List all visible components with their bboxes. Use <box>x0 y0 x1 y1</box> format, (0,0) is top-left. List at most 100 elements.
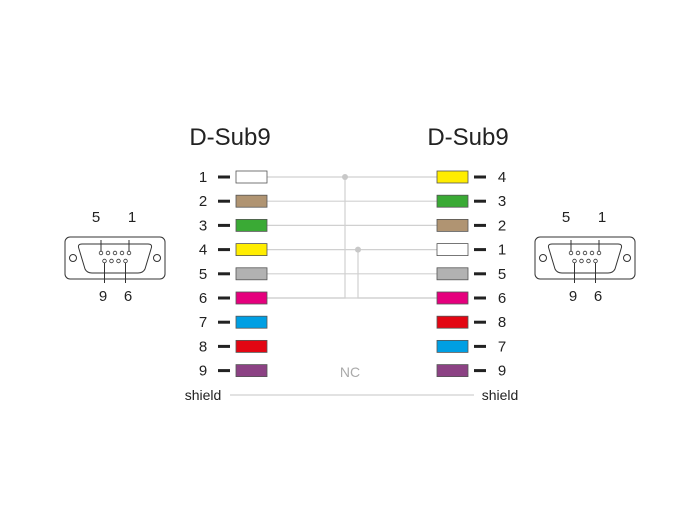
pin-dash <box>218 272 230 276</box>
wire-color-swatch <box>235 194 268 208</box>
pin-number: 8 <box>199 338 207 355</box>
wire-color-swatch <box>436 291 469 305</box>
pin-hole <box>593 258 598 264</box>
left-pin-row: 4 <box>199 242 268 259</box>
bridge-wire-right <box>357 249 437 299</box>
pin-number: 6 <box>498 290 506 307</box>
pin-number: 8 <box>498 314 506 331</box>
pin-dash <box>218 223 230 227</box>
nc-label: NC <box>340 364 360 380</box>
pin-number: 5 <box>498 266 506 283</box>
pin-hole <box>105 250 111 256</box>
wires <box>267 174 437 299</box>
wire-color-swatch <box>235 218 268 232</box>
connector-pin-label: 5 <box>92 209 100 226</box>
wire-color-swatch <box>235 364 268 378</box>
pin-dash <box>218 296 230 300</box>
pin-dash <box>218 199 230 203</box>
pin-hole <box>572 258 577 264</box>
right-shield-label: shield <box>482 387 519 403</box>
pin-number: 6 <box>199 290 207 307</box>
pin-number: 7 <box>498 338 506 355</box>
pin-number: 9 <box>199 363 207 380</box>
pin-hole <box>112 250 118 256</box>
pin-number: 3 <box>199 217 207 234</box>
connector-pin-label: 6 <box>124 288 132 305</box>
pin-number: 3 <box>498 193 506 210</box>
pin-hole <box>586 258 591 264</box>
screw-hole-icon <box>539 254 547 262</box>
junction-dot <box>342 174 348 180</box>
right-pin-row: 7 <box>436 338 506 355</box>
pin-number: 1 <box>199 169 207 186</box>
junction-dot <box>355 246 361 253</box>
wire-color-swatch <box>436 315 469 329</box>
left-pin-row: 1 <box>199 169 268 186</box>
connector-pin-label: 9 <box>569 288 577 305</box>
pin-rows: 1 2 3 4 5 6 7 8 9 4 3 2 1 5 6 8 7 9 <box>199 169 506 380</box>
right-pin-row: 1 <box>436 242 506 259</box>
wire-color-swatch <box>436 364 469 378</box>
pin-dash <box>474 248 486 252</box>
pin-dash <box>474 272 486 276</box>
pin-hole <box>582 250 588 256</box>
right-pin-row: 9 <box>436 363 506 380</box>
right-pin-row: 3 <box>436 193 506 210</box>
pin-dash <box>218 320 230 324</box>
connector-pin-label: 1 <box>128 209 136 226</box>
wire-color-swatch <box>235 339 268 353</box>
left-pin-row: 8 <box>199 338 268 355</box>
pin-dash <box>474 369 486 373</box>
pin-number: 5 <box>199 266 207 283</box>
pin-hole <box>123 258 128 264</box>
left-dsub9-connector-icon: 5 1 9 6 <box>64 209 166 305</box>
pin-hole <box>589 250 595 256</box>
pin-number: 2 <box>498 217 506 234</box>
right-title: D-Sub9 <box>427 124 508 151</box>
pin-hole <box>116 258 121 264</box>
screw-hole-icon <box>153 254 161 262</box>
left-pin-row: 2 <box>199 193 268 210</box>
wire-color-swatch <box>436 170 469 184</box>
screw-hole-icon <box>623 254 631 262</box>
pin-dash <box>474 344 486 348</box>
left-pin-row: 7 <box>199 314 268 331</box>
pin-dash <box>218 344 230 348</box>
connector-pin-label: 1 <box>598 209 606 226</box>
connector-face <box>547 243 623 274</box>
left-title: D-Sub9 <box>189 124 270 151</box>
pin-dash <box>474 223 486 227</box>
pin-hole <box>119 250 125 256</box>
pin-dash <box>474 199 486 203</box>
right-pin-row: 8 <box>436 314 506 331</box>
left-pin-row: 9 <box>199 363 268 380</box>
pin-hole <box>102 258 107 264</box>
pin-dash <box>218 369 230 373</box>
pin-dash <box>218 175 230 179</box>
right-pin-row: 5 <box>436 266 506 283</box>
pin-hole <box>109 258 114 264</box>
right-pin-row: 6 <box>436 290 506 307</box>
right-pin-row: 4 <box>436 169 506 186</box>
pin-number: 1 <box>498 242 506 259</box>
left-pin-row: 6 <box>199 290 268 307</box>
connector-pin-label: 5 <box>562 209 570 226</box>
wire-color-swatch <box>436 194 469 208</box>
pin-hole <box>575 250 581 256</box>
pin-dash <box>474 320 486 324</box>
pin-dash <box>218 248 230 252</box>
right-dsub9-connector-icon: 5 1 9 6 <box>534 209 636 305</box>
pin-dash <box>474 175 486 179</box>
connector-pin-label: 6 <box>594 288 602 305</box>
right-pin-row: 2 <box>436 217 506 234</box>
left-shield-label: shield <box>185 387 222 403</box>
pin-number: 2 <box>199 193 207 210</box>
left-pin-row: 3 <box>199 217 268 234</box>
pin-hole <box>568 250 574 256</box>
pin-number: 4 <box>199 242 207 259</box>
bridge-wire-left <box>267 177 346 299</box>
wire-color-swatch <box>436 339 469 353</box>
pin-number: 4 <box>498 169 506 186</box>
connector-pin-label: 9 <box>99 288 107 305</box>
